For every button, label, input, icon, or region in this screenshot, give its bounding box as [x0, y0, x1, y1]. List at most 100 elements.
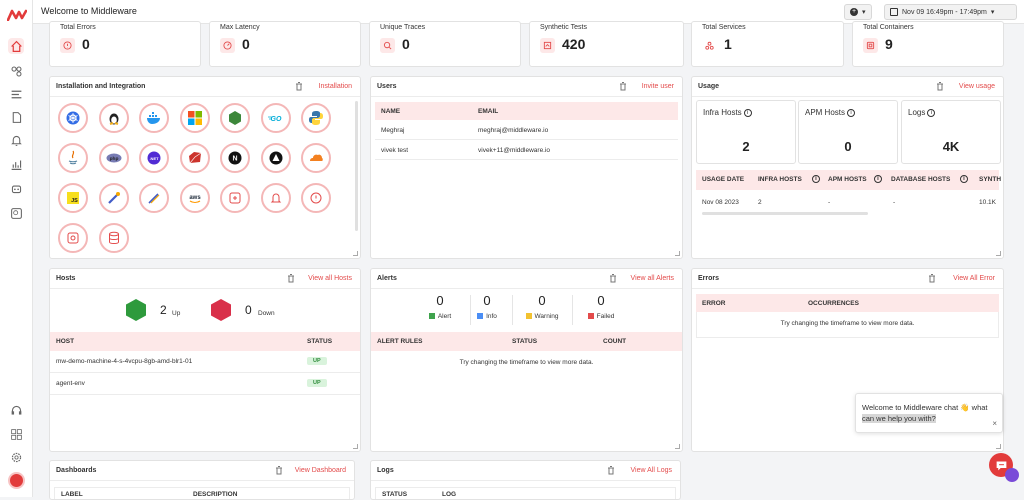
headset-icon[interactable] [8, 402, 24, 418]
alert-count-failed[interactable]: 0 Failed [573, 293, 629, 329]
brain-assistant-icon[interactable] [1005, 468, 1019, 482]
trash-icon[interactable] [294, 81, 304, 91]
view-usage-link[interactable]: View usage [958, 83, 995, 90]
info-icon[interactable]: i [743, 108, 752, 117]
stat-value: 420 [562, 36, 586, 52]
alert-bell-icon[interactable] [260, 183, 291, 213]
installation-panel: Installation and Integration Installatio… [49, 76, 361, 259]
trash-icon[interactable] [286, 273, 296, 283]
alert-count-alert[interactable]: 0 Alert [412, 293, 468, 329]
stat-card-total-containers[interactable]: Total Containers 9 [852, 21, 1004, 67]
installation-link[interactable]: Installation [318, 83, 352, 90]
stat-card-unique-traces[interactable]: Unique Traces 0 [369, 21, 521, 67]
aws-icon[interactable]: aws [179, 183, 210, 213]
cloudflare-icon[interactable] [301, 143, 331, 173]
nodejs-icon[interactable] [220, 103, 250, 133]
col-error: ERROR [702, 300, 726, 307]
trash-icon[interactable] [606, 465, 616, 475]
resize-handle[interactable] [996, 251, 1001, 256]
alert-count: 0 [597, 293, 605, 308]
python-icon[interactable] [301, 103, 331, 133]
view-all-alerts-link[interactable]: View all Alerts [630, 275, 674, 282]
table-row[interactable]: Meghraj meghraj@middleware.io [375, 120, 678, 140]
col-log: LOG [442, 491, 457, 498]
alert-label: Info [486, 313, 497, 320]
info-icon[interactable]: i [847, 108, 856, 117]
resize-handle[interactable] [996, 444, 1001, 449]
gear-icon[interactable] [8, 449, 24, 465]
table-row[interactable]: mw-demo-machine-4-s-4vcpu-8gb-amd-blr1-0… [50, 351, 360, 373]
usage-box-logs: Logs i 4K [901, 100, 1001, 164]
grid-apps-icon[interactable] [8, 426, 24, 442]
table-row[interactable]: Nov 08 2023 2 - - 10.1K [696, 192, 999, 212]
trash-icon[interactable] [927, 273, 937, 283]
scrollbar[interactable] [355, 101, 358, 231]
stat-value: 0 [402, 36, 410, 52]
col-description: DESCRIPTION [193, 491, 238, 498]
java-icon[interactable] [58, 143, 88, 173]
stat-card-total-services[interactable]: Total Services 1 [691, 21, 844, 67]
go-icon[interactable]: GO [260, 103, 291, 133]
robot-icon[interactable] [8, 180, 24, 196]
synthetic-icon [540, 38, 555, 53]
search-settings-icon[interactable] [8, 205, 24, 221]
scrollbar[interactable] [702, 212, 868, 215]
stat-card-max-latency[interactable]: Max Latency 0 [209, 21, 361, 67]
stat-card-total-errors[interactable]: Total Errors 0 [49, 21, 201, 67]
datadog-icon[interactable] [139, 183, 169, 213]
trash-icon[interactable] [935, 81, 945, 91]
trash-icon[interactable] [608, 273, 618, 283]
database-icon[interactable] [98, 223, 129, 253]
linux-icon[interactable] [98, 103, 129, 133]
kubernetes-icon[interactable] [58, 103, 88, 133]
trash-icon[interactable] [274, 465, 284, 475]
info-icon[interactable]: i [812, 175, 820, 183]
add-widget-button[interactable]: + ▾ [844, 4, 872, 20]
dotnet-icon[interactable]: .NET [139, 143, 169, 173]
col-email: EMAIL [478, 108, 499, 115]
chat-text-line1: Welcome to Middleware chat 👋 [862, 403, 972, 412]
error-circle-icon[interactable] [301, 183, 331, 213]
chart-icon[interactable] [8, 156, 24, 172]
api-icon[interactable] [220, 183, 250, 213]
custom-icon[interactable] [58, 223, 88, 253]
resize-handle[interactable] [353, 251, 358, 256]
middleware-logo-icon[interactable] [7, 9, 27, 21]
invite-user-link[interactable]: Invite user [641, 83, 674, 90]
resize-handle[interactable] [353, 444, 358, 449]
docker-icon[interactable] [139, 103, 169, 133]
alert-count-warning[interactable]: 0 Warning [514, 293, 570, 329]
stat-card-synthetic-tests[interactable]: Synthetic Tests 420 [529, 21, 684, 67]
ruby-icon[interactable] [179, 143, 210, 173]
view-all-error-link[interactable]: View All Error [953, 275, 995, 282]
chat-popup[interactable]: Welcome to Middleware chat 👋 what can we… [855, 393, 1003, 433]
infrastructure-icon[interactable] [8, 63, 24, 79]
trash-icon[interactable] [618, 81, 628, 91]
opentelemetry-icon[interactable] [98, 183, 129, 213]
table-row[interactable]: agent-env UP [50, 373, 360, 395]
resize-handle[interactable] [675, 444, 680, 449]
resize-handle[interactable] [675, 251, 680, 256]
view-all-logs-link[interactable]: View All Logs [630, 467, 672, 474]
info-icon[interactable]: i [874, 175, 882, 183]
user-avatar[interactable] [8, 472, 25, 489]
table-row[interactable]: vivek test vivek+11@middleware.io [375, 140, 678, 160]
view-all-hosts-link[interactable]: View all Hosts [308, 275, 352, 282]
info-icon[interactable]: i [960, 175, 968, 183]
view-dashboard-link[interactable]: View Dashboard [294, 467, 346, 474]
nextjs-icon[interactable]: N [220, 143, 250, 173]
apm-hosts-value: - [828, 199, 831, 206]
document-icon[interactable] [8, 109, 24, 125]
close-icon[interactable]: × [992, 419, 997, 428]
bell-icon[interactable] [8, 132, 24, 148]
windows-icon[interactable] [179, 103, 210, 133]
info-icon[interactable]: i [927, 108, 936, 117]
alert-count-info[interactable]: 0 Info [459, 293, 515, 329]
home-icon[interactable] [8, 38, 24, 54]
javascript-icon[interactable]: JS [58, 183, 88, 213]
aws-text: aws [189, 195, 201, 201]
php-icon[interactable]: php [98, 143, 129, 173]
logs-icon[interactable] [8, 86, 24, 102]
vercel-icon[interactable] [260, 143, 291, 173]
date-range-picker[interactable]: Nov 09 16:49pm - 17:49pm ▾ [884, 4, 1017, 20]
